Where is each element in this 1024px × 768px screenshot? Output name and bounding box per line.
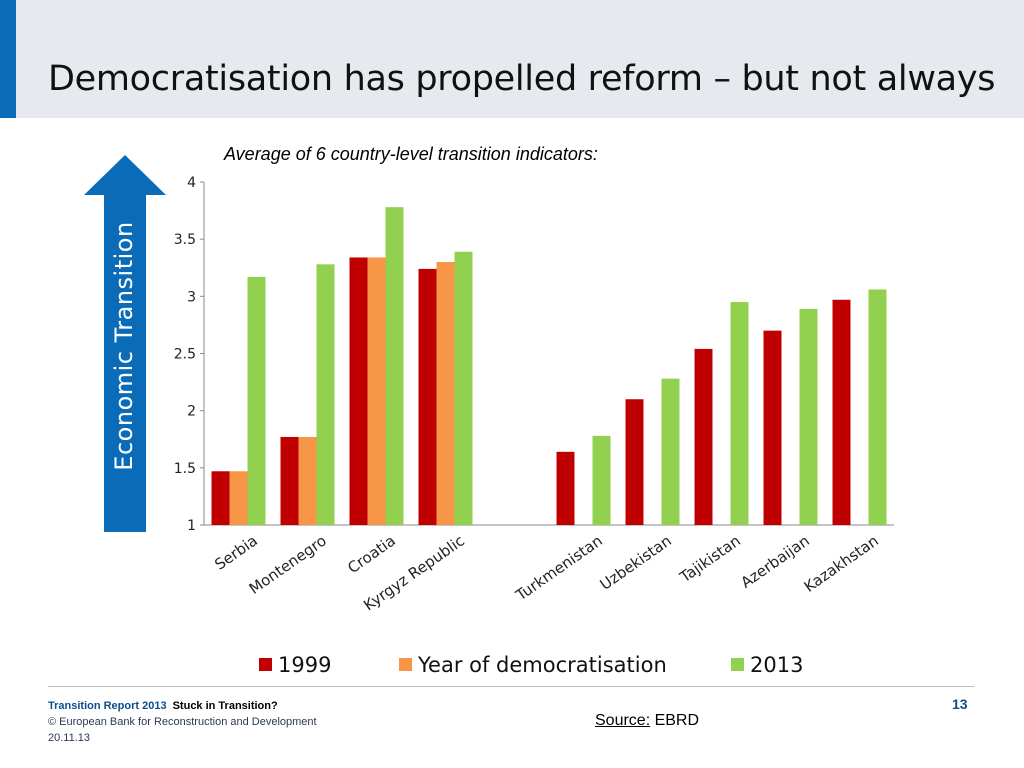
bar-kazakhstan-1999 — [832, 299, 851, 525]
legend-label-1999: 1999 — [278, 653, 332, 677]
bar-kazakhstan-2013 — [868, 289, 887, 525]
x-tick-label-montenegro: Montenegro — [246, 532, 330, 598]
bar-serbia-2013 — [247, 276, 266, 525]
legend-swatch-1999 — [259, 658, 272, 671]
source-value: EBRD — [650, 712, 700, 729]
chart-subtitle: Average of 6 country-level transition in… — [224, 144, 598, 164]
y-tick-label: 4 — [187, 175, 196, 191]
bar-kyrgyz-republic-1999 — [418, 268, 437, 525]
arrow-up-icon — [84, 155, 166, 532]
y-tick-label: 2 — [187, 404, 196, 420]
bar-turkmenistan-2013 — [592, 435, 611, 525]
y-tick-label: 3 — [187, 289, 196, 305]
bar-serbia-1999 — [211, 471, 230, 525]
x-tick-label-tajikistan: Tajikistan — [676, 532, 744, 587]
source-note: Source: EBRD — [595, 712, 699, 730]
legend-item-year-of-democratisation: Year of democratisation — [399, 653, 667, 677]
footer-report-title: Transition Report 2013 — [48, 700, 167, 712]
footer-info: Transition Report 2013 Stuck in Transitio… — [48, 698, 317, 746]
bar-azerbaijan-1999 — [763, 330, 782, 525]
legend-item-2013: 2013 — [731, 653, 803, 677]
legend-swatch-2013 — [731, 658, 744, 671]
x-tick-label-croatia: Croatia — [344, 532, 398, 578]
title-band — [0, 0, 1024, 118]
bar-montenegro-1999 — [280, 436, 299, 525]
footer-section-title: Stuck in Transition? — [172, 700, 278, 712]
source-label: Source: — [595, 712, 651, 729]
bar-kyrgyz-republic-year-of-democratisation — [436, 262, 455, 525]
bar-azerbaijan-2013 — [799, 308, 818, 525]
economic-transition-arrow — [84, 155, 166, 532]
y-tick-label: 1 — [187, 518, 196, 534]
x-tick-label-serbia: Serbia — [211, 532, 260, 574]
legend-label-year-of-democratisation: Year of democratisation — [418, 653, 667, 677]
legend-label-2013: 2013 — [750, 653, 804, 677]
bar-kyrgyz-republic-2013 — [454, 251, 473, 525]
bar-croatia-1999 — [349, 257, 368, 525]
footer-divider — [48, 686, 974, 687]
y-tick-label: 1.5 — [174, 461, 196, 477]
bar-croatia-2013 — [385, 207, 404, 526]
bar-tajikistan-1999 — [694, 348, 713, 525]
legend-swatch-year-of-democratisation — [399, 658, 412, 671]
bar-montenegro-2013 — [316, 264, 335, 525]
bar-uzbekistan-2013 — [661, 378, 680, 525]
bar-uzbekistan-1999 — [625, 399, 644, 525]
bar-serbia-year-of-democratisation — [229, 471, 248, 525]
x-tick-label-kazakhstan: Kazakhstan — [801, 532, 882, 596]
bar-tajikistan-2013 — [730, 302, 749, 525]
bar-montenegro-year-of-democratisation — [298, 436, 317, 525]
y-tick-label: 2.5 — [174, 347, 196, 363]
page-number: 13 — [952, 696, 968, 712]
slide-title: Democratisation has propelled reform – b… — [48, 59, 996, 100]
y-tick-label: 3.5 — [174, 232, 196, 248]
x-tick-label-turkmenistan: Turkmenistan — [512, 532, 606, 605]
footer-copyright: © European Bank for Reconstruction and D… — [48, 716, 317, 728]
x-tick-label-uzbekistan: Uzbekistan — [597, 532, 675, 594]
bar-croatia-year-of-democratisation — [367, 257, 386, 525]
bar-turkmenistan-1999 — [556, 451, 575, 525]
title-accent-bar — [0, 0, 16, 118]
footer-date: 20.11.13 — [48, 732, 91, 744]
legend-item-1999: 1999 — [259, 653, 331, 677]
